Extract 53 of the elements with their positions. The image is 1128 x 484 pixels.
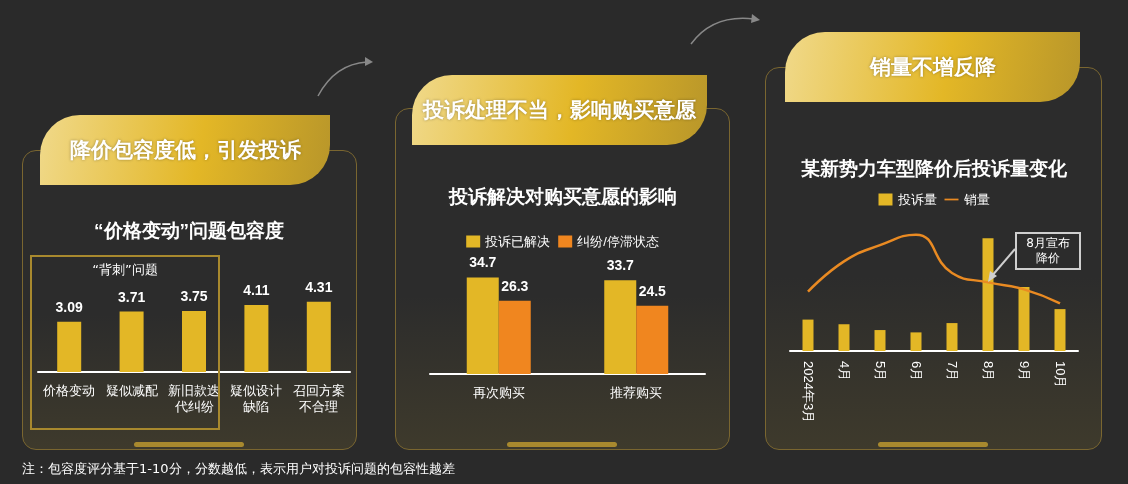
bar (946, 323, 958, 351)
x-tick-label: 6月 (908, 361, 924, 382)
x-tick-label: 价格变动 (42, 382, 96, 398)
legend-label: 销量 (962, 192, 990, 207)
bar (119, 311, 144, 372)
bar (874, 330, 886, 351)
chart-subtitle: 降价包容度低，引发投诉 (40, 115, 330, 185)
bar (57, 321, 82, 372)
data-label: 4.11 (243, 282, 270, 299)
data-label: 3.75 (180, 287, 208, 304)
bar (802, 319, 814, 351)
legend-label: 投诉已解决 (484, 234, 551, 249)
x-tick-label: 推荐购买 (610, 384, 663, 400)
bar (498, 300, 531, 374)
x-tick-label: 2024年3月 (800, 361, 816, 424)
data-label: 3.71 (117, 288, 146, 305)
bar (604, 280, 637, 374)
data-label: 33.7 (606, 257, 635, 274)
text: “背刺”问题 (91, 261, 159, 279)
bar (182, 310, 206, 372)
chart-title: 投诉解决对购买意愿的影响 (447, 186, 677, 207)
bar (244, 305, 269, 372)
chart-subtitle: 投诉处理不当，影响购买意愿 (412, 75, 707, 145)
legend-label: 纠纷/停滞状态 (577, 234, 659, 249)
bar (466, 277, 499, 374)
bar (636, 305, 669, 374)
x-tick-label: 7月 (944, 361, 960, 382)
bar (1018, 287, 1030, 351)
annotation: 8月宣布降价 (1015, 232, 1081, 271)
data-label: 34.7 (469, 254, 497, 271)
legend-label: 投诉量 (896, 192, 937, 207)
x-tick-label: 疑似减配 (105, 382, 158, 398)
chart-subtitle: 销量不增反降 (785, 32, 1080, 102)
x-tick-label: 10月 (1052, 361, 1068, 389)
x-tick-label: 9月 (1016, 361, 1032, 382)
bar (838, 324, 850, 351)
data-label: 24.5 (638, 282, 667, 299)
bar (306, 301, 331, 372)
data-label: 4.31 (305, 278, 333, 295)
chart-title: “价格变动”问题包容度 (94, 220, 284, 241)
data-label: 26.3 (501, 277, 529, 294)
x-tick-label: 4月 (836, 361, 852, 382)
x-tick-label: 8月 (980, 361, 996, 382)
data-label: 3.09 (55, 298, 84, 315)
bar (910, 332, 922, 351)
text: 注：包容度评分基于1-10分，分数越低，表示用户对投诉问题的包容性越差 (22, 460, 455, 478)
bar (1054, 309, 1066, 351)
x-tick-label: 召回方案不合理 (292, 382, 345, 414)
x-tick-label: 5月 (872, 361, 888, 382)
x-tick-label: 再次购买 (472, 384, 525, 400)
x-tick-label: 疑似设计缺陷 (230, 382, 283, 414)
x-tick-label: 新旧款迭代纠纷 (168, 382, 220, 414)
chart-title: 某新势力车型降价后投诉量变化 (801, 158, 1068, 179)
